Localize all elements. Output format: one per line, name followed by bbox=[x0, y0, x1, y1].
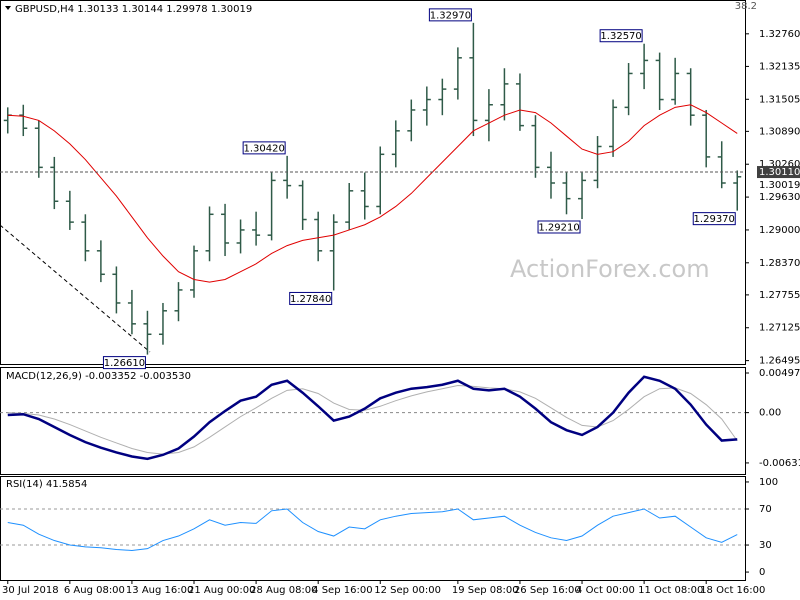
x-tick-label: 6 Aug 08:00 bbox=[64, 585, 125, 596]
y-tick-label: 0 bbox=[759, 567, 765, 578]
price-line-label: 1.30110 bbox=[759, 167, 800, 178]
indicator-line bbox=[7, 508, 738, 551]
x-tick-label: 13 Aug 16:00 bbox=[126, 585, 193, 596]
last-price-label: 1.30019 bbox=[759, 180, 800, 191]
x-tick-label: 12 Sep 00:00 bbox=[374, 585, 441, 596]
annotation-box bbox=[289, 291, 333, 305]
y-tick-label: 1.32135 bbox=[759, 61, 800, 72]
main-panel bbox=[0, 0, 746, 365]
x-tick-label: 4 Oct 00:00 bbox=[576, 585, 635, 596]
annotation-box bbox=[102, 356, 146, 370]
fib-label: 38.2 bbox=[735, 1, 757, 12]
x-tick-label: 19 Sep 08:00 bbox=[452, 585, 519, 596]
annotation-label: 1.26610 bbox=[104, 358, 145, 369]
y-tick-label: 70 bbox=[759, 504, 772, 515]
price-box bbox=[757, 166, 800, 179]
y-tick-label: 1.30890 bbox=[759, 126, 800, 137]
y-tick-label: 1.26495 bbox=[759, 356, 800, 367]
x-tick-label: 11 Oct 08:00 bbox=[638, 585, 703, 596]
y-tick-label: 1.29630 bbox=[759, 192, 800, 203]
annotation-label: 1.32570 bbox=[600, 31, 641, 42]
y-tick-label: 1.28370 bbox=[759, 258, 800, 269]
y-tick-label: 1.32760 bbox=[759, 29, 800, 40]
indicator-line bbox=[7, 385, 738, 455]
y-tick-label: 100 bbox=[759, 477, 778, 488]
chart-title: GBPUSD,H4 1.30133 1.30144 1.29978 1.3001… bbox=[15, 4, 252, 15]
y-tick-label: -0.006311 bbox=[759, 458, 800, 469]
x-tick-label: 30 Jul 2018 bbox=[2, 585, 59, 596]
annotation-label: 1.32970 bbox=[430, 10, 471, 21]
indicator-line bbox=[7, 375, 738, 461]
y-tick-label: 1.30260 bbox=[759, 159, 800, 170]
annotation-label: 1.30420 bbox=[243, 143, 284, 154]
x-tick-label: 28 Aug 08:00 bbox=[250, 585, 317, 596]
annotation-box bbox=[428, 8, 472, 22]
y-tick-label: 1.29000 bbox=[759, 225, 800, 236]
annotation-label: 1.27840 bbox=[290, 294, 331, 305]
rsi-panel bbox=[0, 476, 746, 581]
y-tick-label: 1.31505 bbox=[759, 94, 800, 105]
annotation-label: 1.29370 bbox=[694, 214, 735, 225]
y-tick-label: 0.004971 bbox=[759, 368, 800, 379]
y-tick-label: 1.27125 bbox=[759, 323, 800, 334]
y-tick-label: 0.00 bbox=[759, 408, 781, 419]
y-tick-label: 1.27755 bbox=[759, 290, 800, 301]
watermark: ActionForex.com bbox=[510, 255, 710, 283]
trend-line bbox=[0, 224, 151, 353]
annotation-label: 1.29210 bbox=[538, 222, 579, 233]
annotation-box bbox=[242, 141, 286, 155]
moving-average bbox=[7, 104, 738, 283]
rsi-title: RSI(14) 41.5854 bbox=[6, 479, 87, 490]
macd-title: MACD(12,26,9) -0.003352 -0.003530 bbox=[6, 371, 191, 382]
x-tick-label: 26 Sep 16:00 bbox=[514, 585, 581, 596]
annotation-box bbox=[599, 29, 643, 43]
x-tick-label: 21 Aug 00:00 bbox=[188, 585, 255, 596]
y-tick-label: 30 bbox=[759, 540, 772, 551]
x-tick-label: 18 Oct 16:00 bbox=[700, 585, 765, 596]
macd-panel bbox=[0, 367, 746, 475]
symbol-icon bbox=[5, 6, 11, 10]
annotation-box bbox=[537, 220, 581, 234]
annotation-box bbox=[692, 212, 736, 226]
x-tick-label: 4 Sep 16:00 bbox=[312, 585, 372, 596]
